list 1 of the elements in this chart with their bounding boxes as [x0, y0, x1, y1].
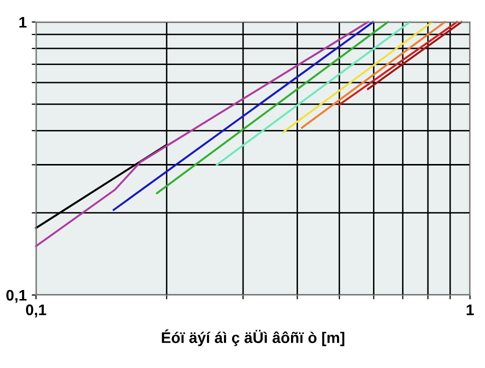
- x-axis-title: Éóï äýí áì ç äÜì âôñï ò [m]: [162, 329, 344, 346]
